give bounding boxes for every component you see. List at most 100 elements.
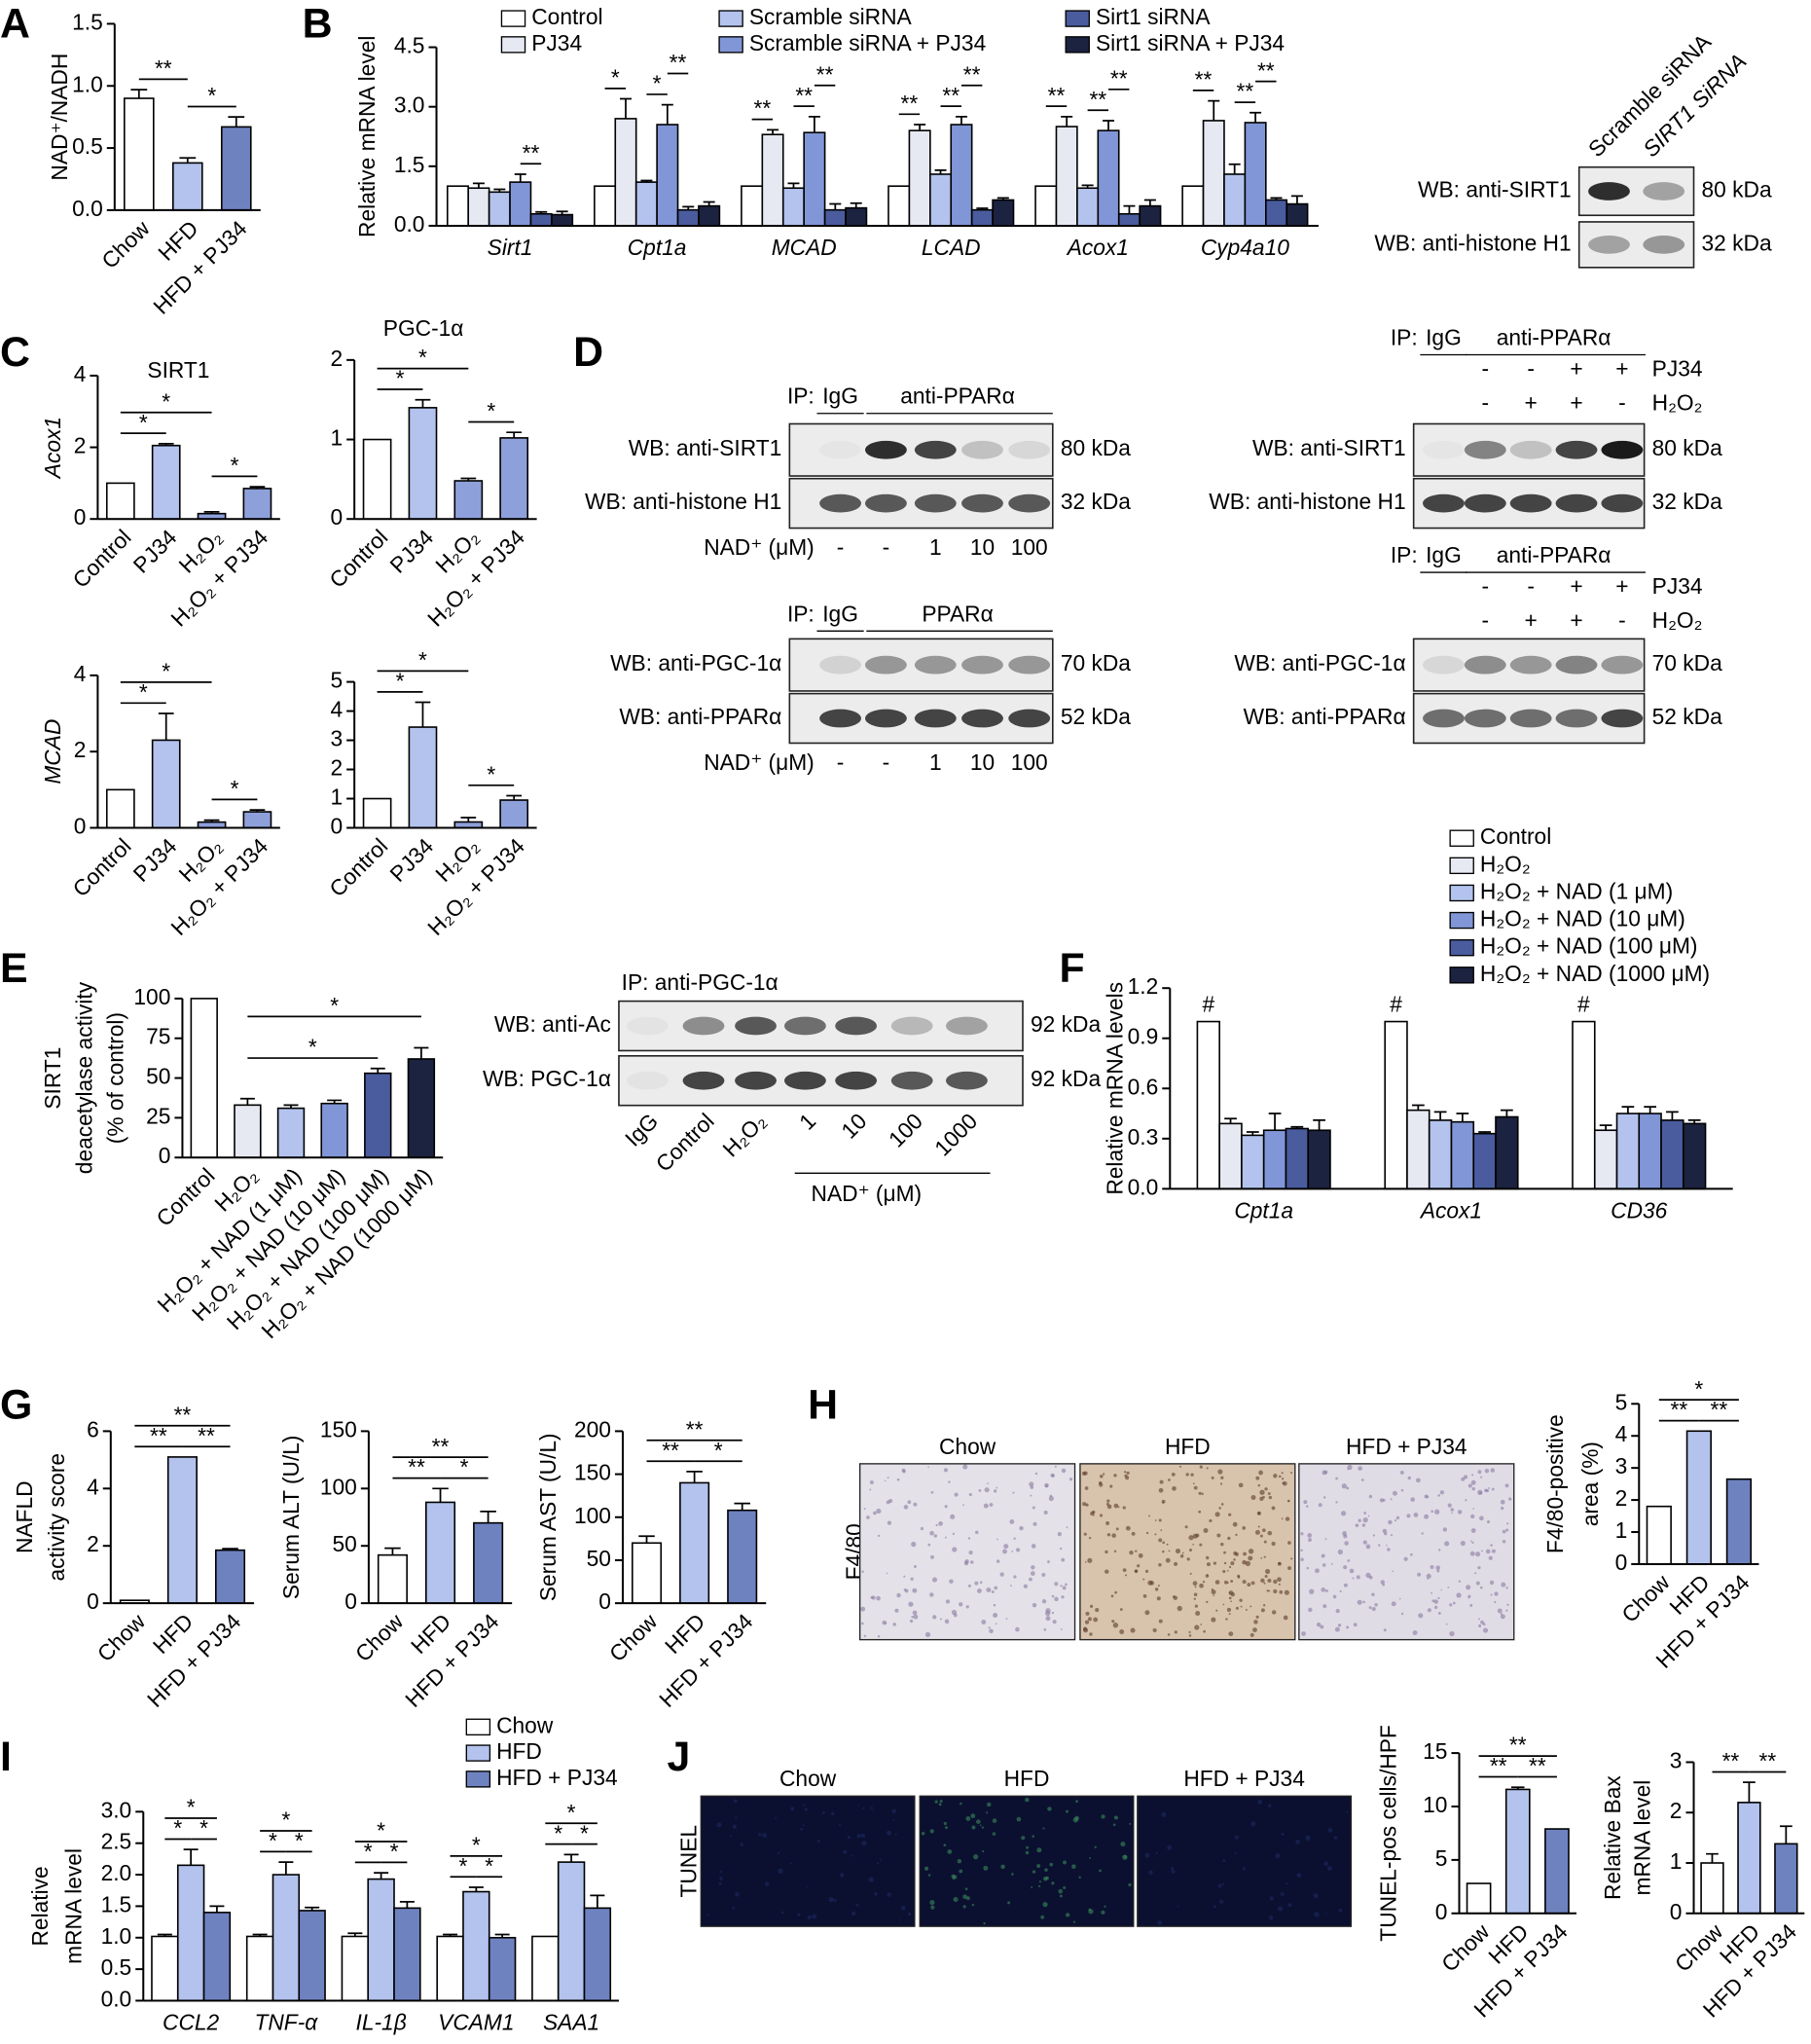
error-bar: [203, 819, 220, 822]
speckle: [1502, 1529, 1506, 1534]
speckle: [1161, 1811, 1167, 1817]
speckle: [1188, 1634, 1192, 1637]
panel-letter: A: [0, 0, 30, 47]
bar: [970, 208, 994, 227]
speckle: [1050, 1473, 1055, 1478]
speckle: [1211, 1476, 1214, 1479]
speckle: [1032, 1602, 1037, 1608]
legend-swatch: [1449, 829, 1474, 847]
blot-band: [735, 1016, 777, 1036]
speckle: [1259, 1489, 1265, 1495]
speckle: [887, 1477, 889, 1479]
blot-row-label: WB: PGC-1α: [483, 1066, 611, 1091]
speckle: [1114, 1590, 1118, 1594]
bar: [467, 187, 490, 227]
speckle: [1263, 1555, 1266, 1558]
y-tick-label: 0: [330, 814, 343, 839]
speckle: [1003, 1544, 1009, 1550]
blot-band: [1601, 440, 1644, 459]
speckle: [1198, 1510, 1202, 1514]
speckle: [860, 1622, 864, 1625]
speckle: [1269, 1896, 1274, 1901]
annotation: *: [418, 647, 427, 673]
y-tick-label: 3.0: [394, 92, 425, 118]
speckle: [1218, 1507, 1221, 1510]
speckle: [1230, 1561, 1235, 1566]
annotation: *: [231, 776, 239, 801]
legend-swatch: [1449, 938, 1474, 957]
speckle: [977, 1588, 982, 1593]
speckle: [843, 1849, 848, 1855]
speckle: [1000, 1864, 1005, 1870]
speckle: [1206, 1555, 1210, 1560]
speckle: [1219, 1899, 1224, 1904]
bar: [741, 185, 764, 227]
speckle: [913, 1502, 918, 1507]
speckle: [1472, 1508, 1474, 1510]
speckle: [1007, 1901, 1011, 1905]
speckle: [821, 1810, 825, 1814]
speckle: [1445, 1623, 1448, 1625]
speckle: [1192, 1581, 1198, 1587]
speckle: [930, 1905, 935, 1910]
speckle: [1137, 1564, 1141, 1568]
speckle: [1095, 1608, 1100, 1613]
speckle: [1158, 1518, 1162, 1522]
annotation: *: [487, 398, 495, 423]
speckle: [860, 1606, 866, 1612]
speckle: [1347, 1559, 1351, 1562]
x-tick-label: Acox1: [1419, 1197, 1482, 1223]
treatment-label: +: [1524, 389, 1537, 415]
y-tick-label: 0: [74, 504, 87, 529]
bar: [557, 1861, 586, 2002]
speckle: [1167, 1844, 1173, 1850]
speckle: [833, 1898, 837, 1902]
y-tick-label: 0.0: [394, 211, 425, 237]
speckle: [1296, 1873, 1302, 1879]
speckle: [1477, 1565, 1481, 1570]
speckle: [945, 1599, 951, 1604]
speckle: [1213, 1561, 1217, 1565]
speckle: [892, 1623, 896, 1626]
speckle: [1104, 1905, 1106, 1908]
speckle: [797, 1913, 801, 1916]
speckle: [1168, 1550, 1171, 1552]
speckle: [1324, 1538, 1327, 1541]
speckle: [1343, 1565, 1348, 1570]
speckle: [1399, 1470, 1404, 1475]
error-bar: [1313, 1119, 1325, 1131]
legend-swatch: [718, 36, 743, 54]
speckle: [1400, 1488, 1404, 1492]
speckle: [1175, 1549, 1181, 1554]
blot-band: [1464, 440, 1506, 459]
treatment-label: -: [837, 749, 845, 775]
annotation: *: [330, 993, 339, 1018]
speckle: [1152, 1627, 1157, 1632]
speckle: [1469, 1540, 1472, 1543]
speckle: [876, 1595, 881, 1601]
treatment-label: +: [1615, 356, 1628, 382]
speckle: [953, 1875, 958, 1880]
blot-band: [914, 440, 957, 459]
speckle: [1488, 1486, 1490, 1489]
speckle: [877, 1534, 881, 1537]
x-tick-label: CD36: [1611, 1197, 1668, 1223]
speckle: [1482, 1627, 1489, 1633]
speckle: [1192, 1482, 1195, 1485]
speckle: [1221, 1882, 1225, 1885]
annotation: **: [686, 1416, 704, 1442]
blot-size-label: 70 kDa: [1061, 650, 1131, 675]
y-tick-label: 25: [146, 1103, 170, 1128]
error-bar: [734, 1502, 750, 1511]
speckle: [1437, 1596, 1440, 1599]
treatment-label: -: [1618, 389, 1626, 415]
blot-row-label: WB: anti-PPARα: [619, 704, 781, 729]
annotation: **: [150, 1423, 167, 1448]
speckle: [1447, 1587, 1450, 1588]
speckle: [1124, 1474, 1128, 1478]
speckle: [1144, 1610, 1150, 1616]
bar: [446, 185, 470, 227]
bar: [220, 126, 252, 211]
annotation: #: [1390, 992, 1402, 1017]
speckle: [1257, 1525, 1260, 1528]
